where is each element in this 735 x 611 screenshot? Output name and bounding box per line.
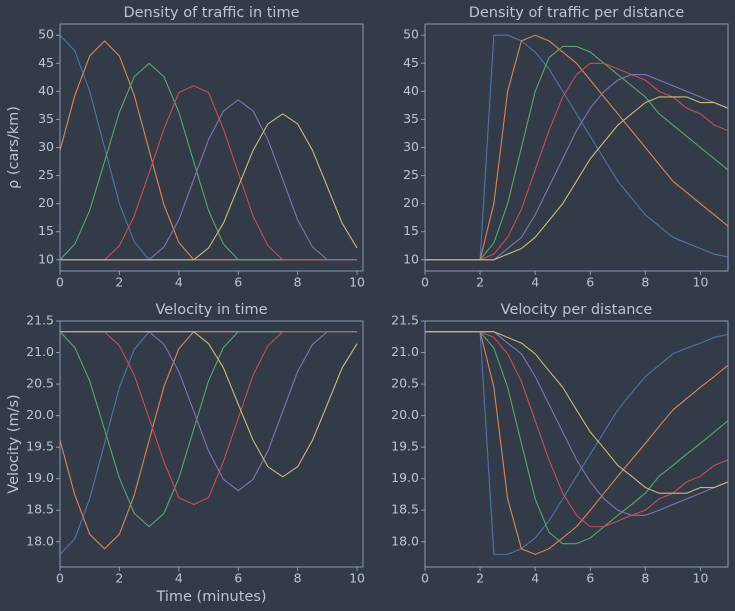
- y-tick-label: 21.0: [26, 344, 54, 359]
- data-line: [60, 34, 358, 261]
- x-tick-label: 10: [349, 275, 365, 290]
- y-tick-label: 30: [403, 139, 419, 154]
- x-tick-label: 4: [531, 571, 539, 586]
- y-tick-label: 18.5: [26, 502, 54, 517]
- y-tick-label: 45: [38, 55, 54, 70]
- y-tick-label: 15: [38, 223, 54, 238]
- y-tick-label: 40: [38, 83, 54, 98]
- data-line: [425, 331, 728, 555]
- data-line: [425, 62, 728, 261]
- data-line: [425, 331, 728, 494]
- x-axis-label: Time (minutes): [155, 589, 266, 605]
- chart-title: Density of traffic per distance: [469, 5, 685, 21]
- x-tick-label: 6: [586, 275, 594, 290]
- y-tick-label: 20.5: [26, 376, 54, 391]
- y-tick-label: 19.0: [391, 470, 419, 485]
- data-line: [60, 85, 358, 261]
- x-tick-label: 10: [693, 571, 709, 586]
- data-line: [425, 331, 728, 545]
- y-tick-label: 21.5: [26, 313, 54, 328]
- x-tick-label: 0: [56, 275, 64, 290]
- x-tick-label: 2: [476, 275, 484, 290]
- y-tick-label: 20: [403, 195, 419, 210]
- data-line: [60, 331, 358, 555]
- plot-frame: [424, 320, 729, 568]
- data-line: [60, 99, 358, 261]
- chart-title: Velocity in time: [155, 302, 267, 318]
- data-line: [425, 34, 728, 261]
- x-tick-label: 6: [586, 571, 594, 586]
- y-tick-label: 35: [38, 111, 54, 126]
- y-tick-label: 21.5: [391, 313, 419, 328]
- chart-title: Velocity per distance: [501, 302, 653, 318]
- y-tick-label: 20: [38, 195, 54, 210]
- x-tick-label: 10: [693, 275, 709, 290]
- y-tick-label: 19.5: [391, 439, 419, 454]
- data-line: [60, 331, 358, 506]
- y-tick-label: 20.0: [26, 407, 54, 422]
- y-tick-label: 50: [38, 27, 54, 42]
- y-tick-label: 35: [403, 111, 419, 126]
- y-tick-label: 18.0: [391, 533, 419, 548]
- x-tick-label: 8: [641, 571, 649, 586]
- x-tick-label: 6: [234, 571, 242, 586]
- data-line: [425, 73, 728, 261]
- y-tick-label: 18.0: [26, 533, 54, 548]
- y-tick-label: 40: [403, 83, 419, 98]
- x-tick-label: 2: [476, 571, 484, 586]
- data-line: [60, 113, 358, 261]
- x-tick-label: 4: [531, 275, 539, 290]
- y-axis-label: ρ (cars/km): [6, 106, 22, 189]
- y-tick-label: 45: [403, 55, 419, 70]
- x-tick-label: 8: [641, 275, 649, 290]
- x-tick-label: 2: [115, 275, 123, 290]
- x-tick-label: 8: [294, 275, 302, 290]
- y-tick-label: 50: [403, 27, 419, 42]
- plot-frame: [59, 320, 364, 568]
- data-line: [425, 331, 728, 528]
- x-tick-label: 0: [421, 571, 429, 586]
- data-line: [425, 96, 728, 261]
- x-tick-label: 4: [175, 571, 183, 586]
- x-tick-label: 2: [115, 571, 123, 586]
- x-tick-label: 0: [421, 275, 429, 290]
- data-line: [425, 331, 728, 516]
- y-tick-label: 21.0: [391, 344, 419, 359]
- chart-title: Density of traffic in time: [123, 5, 299, 21]
- x-tick-label: 0: [56, 571, 64, 586]
- data-line: [60, 331, 358, 492]
- y-tick-label: 30: [38, 139, 54, 154]
- y-tick-label: 10: [403, 251, 419, 266]
- x-tick-label: 6: [234, 275, 242, 290]
- y-tick-label: 25: [403, 167, 419, 182]
- y-tick-label: 18.5: [391, 502, 419, 517]
- y-tick-label: 19.0: [26, 470, 54, 485]
- data-line: [425, 45, 728, 261]
- y-tick-label: 20.0: [391, 407, 419, 422]
- data-line: [425, 34, 728, 261]
- x-tick-label: 4: [175, 275, 183, 290]
- plot-frame: [59, 23, 364, 272]
- y-tick-label: 10: [38, 251, 54, 266]
- x-tick-label: 8: [294, 571, 302, 586]
- x-tick-label: 10: [349, 571, 365, 586]
- y-axis-label: Velocity (m/s): [6, 394, 22, 493]
- y-tick-label: 25: [38, 167, 54, 182]
- data-line: [425, 331, 728, 555]
- y-tick-label: 15: [403, 223, 419, 238]
- y-tick-label: 19.5: [26, 439, 54, 454]
- plot-frame: [424, 23, 729, 272]
- data-line: [60, 331, 358, 478]
- y-tick-label: 20.5: [391, 376, 419, 391]
